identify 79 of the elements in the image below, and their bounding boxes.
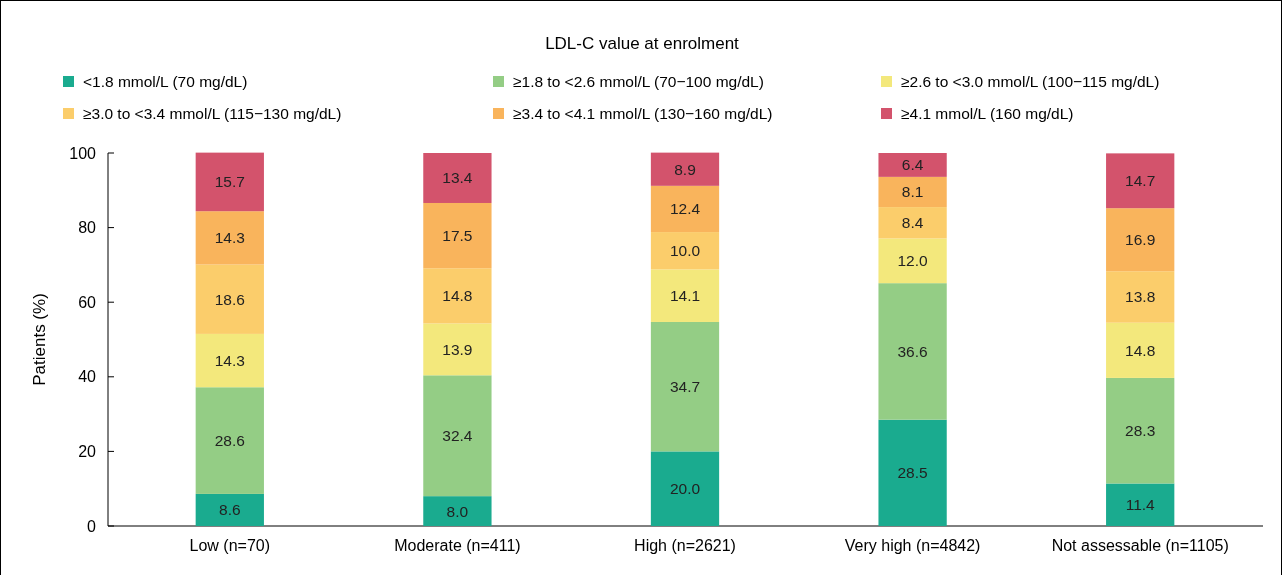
data-label: 14.8 [1125, 341, 1156, 359]
data-label: 28.5 [897, 464, 928, 482]
y-tick-label: 80 [78, 219, 97, 237]
data-label: 6.4 [901, 156, 924, 174]
bar [878, 153, 947, 177]
data-label: 12.0 [897, 252, 929, 270]
data-label: 14.8 [442, 287, 473, 305]
data-label: 10.0 [669, 242, 701, 260]
data-label: 8.6 [219, 501, 241, 519]
legend-label: ≥3.4 to <4.1 mmol/L (130−160 mg/dL) [513, 105, 773, 122]
y-tick-label: 20 [78, 443, 97, 461]
bar [423, 153, 492, 203]
bar [423, 375, 492, 497]
bar [1106, 322, 1175, 378]
data-label: 28.6 [214, 432, 245, 450]
bar [650, 321, 720, 452]
legend-label: ≥3.0 to <3.4 mmol/L (115−130 mg/dL) [83, 105, 342, 122]
bar [650, 451, 720, 526]
data-label: 8.4 [901, 214, 924, 232]
bar [878, 238, 947, 284]
bar [878, 207, 947, 239]
bar [1106, 377, 1175, 484]
bar [878, 283, 947, 420]
data-label: 15.7 [214, 173, 245, 191]
data-label: 18.6 [214, 290, 245, 308]
legend-label: ≥1.8 to <2.6 mmol/L (70−100 mg/dL) [513, 73, 764, 90]
data-label: 32.4 [442, 427, 473, 445]
bar [1106, 208, 1175, 272]
data-label: 8.1 [901, 183, 924, 201]
bar [195, 211, 264, 265]
data-label: 8.0 [446, 502, 469, 520]
data-label: 14.1 [669, 287, 701, 305]
data-label: 13.9 [442, 340, 473, 358]
data-label: 20.0 [669, 480, 701, 498]
y-tick-label: 0 [87, 517, 97, 535]
data-label: 28.3 [1125, 422, 1156, 440]
bar [195, 152, 264, 212]
legend-label: ≥4.1 mmol/L (160 mg/dL) [901, 105, 1074, 122]
data-label: 17.5 [442, 227, 473, 245]
data-label: 13.4 [442, 169, 473, 187]
bar [1106, 271, 1175, 323]
bar [878, 176, 947, 208]
y-tick-label: 40 [78, 368, 97, 386]
bar [423, 268, 492, 324]
data-label: 14.3 [214, 352, 245, 370]
bar [1106, 483, 1175, 526]
data-label: 36.6 [897, 342, 928, 360]
data-label: 14.3 [214, 229, 245, 247]
bar [423, 202, 492, 269]
data-label: 16.9 [1125, 231, 1156, 249]
data-label: 34.7 [669, 378, 701, 396]
legend-label: <1.8 mmol/L (70 mg/dL) [83, 73, 248, 90]
x-tick-label: Very high (n=4842) [844, 537, 981, 555]
x-tick-label: Not assessable (n=1105) [1051, 537, 1229, 555]
x-tick-label: Low (n=70) [189, 537, 271, 555]
bar [195, 333, 264, 388]
bar [650, 152, 720, 186]
data-label: 14.7 [1125, 172, 1156, 190]
bar [650, 185, 720, 233]
legend-label: ≥2.6 to <3.0 mmol/L (100−115 mg/dL) [901, 73, 1160, 90]
data-label: 12.4 [669, 200, 701, 218]
bar [423, 323, 492, 376]
bar [650, 232, 720, 270]
y-axis-title: Patients (%) [30, 293, 49, 386]
y-tick-label: 60 [78, 293, 97, 311]
x-tick-label: Moderate (n=411) [394, 537, 521, 555]
bar [195, 264, 264, 334]
bar [1106, 153, 1175, 209]
bar [650, 269, 720, 322]
data-label: 11.4 [1125, 496, 1156, 514]
x-tick-label: High (n=2621) [634, 537, 736, 555]
legend-title: LDL-C value at enrolment [545, 34, 740, 53]
bar [195, 387, 264, 494]
y-tick-label: 100 [69, 144, 97, 162]
data-label: 13.8 [1125, 288, 1156, 306]
data-label: 8.9 [674, 160, 696, 178]
bar [195, 493, 264, 526]
bar [423, 496, 492, 526]
bar [878, 419, 947, 526]
